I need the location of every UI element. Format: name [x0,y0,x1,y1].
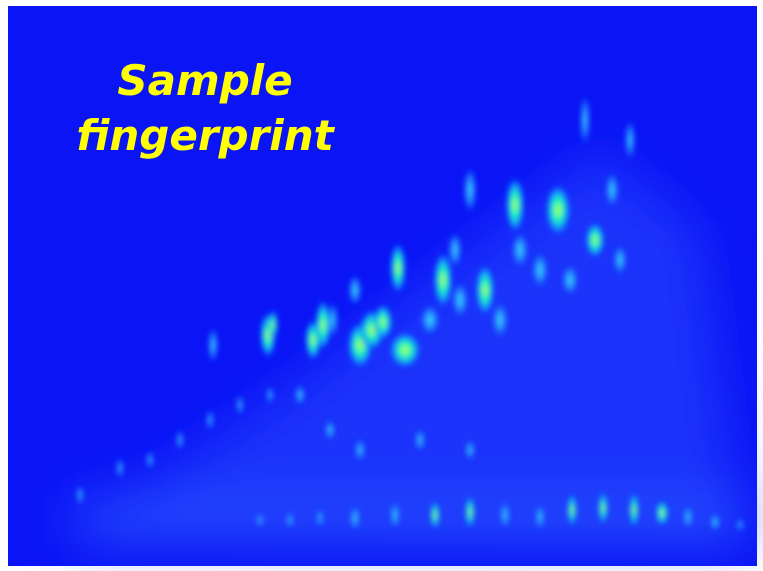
spot [208,326,218,364]
spot [465,495,475,529]
spot [683,505,693,529]
spot [562,264,578,296]
spot [452,281,468,319]
spot [598,491,608,525]
spot [355,438,365,462]
spots [76,94,744,532]
spot [492,301,508,339]
caption-line: fingerprint [76,111,335,160]
spot [512,231,528,269]
spot [580,94,590,146]
spot [433,251,453,309]
spot [629,491,639,529]
spot [415,428,425,452]
spot [390,500,400,530]
spot [505,176,525,234]
spot [76,484,84,506]
spot [532,251,548,289]
spot [420,304,440,336]
spot [736,518,744,532]
spot [350,505,360,531]
spot [268,309,278,341]
spot [465,439,475,461]
spot [176,429,184,451]
spot [295,384,305,406]
spot [206,409,214,431]
spot [535,504,545,530]
spot [605,171,619,209]
spot [430,500,440,530]
spot [475,264,495,316]
spot [655,500,669,526]
spot [389,331,421,369]
spot [348,274,362,306]
spot [390,242,406,294]
spot [266,385,274,405]
spot [710,512,720,532]
spot [146,450,154,470]
spot [585,221,605,259]
spot [567,493,577,527]
spot [256,512,264,528]
spot [500,500,510,530]
spot [116,457,124,479]
spot [373,303,393,341]
spot [236,394,244,416]
spot [545,184,571,236]
spot [286,510,294,530]
spot [448,231,462,269]
spot [325,419,335,441]
spot [463,166,477,214]
spot [316,507,324,529]
spot [328,301,338,339]
spot [613,244,627,276]
spot [315,299,331,351]
caption-line: Sample [117,56,292,105]
spot [625,119,635,161]
